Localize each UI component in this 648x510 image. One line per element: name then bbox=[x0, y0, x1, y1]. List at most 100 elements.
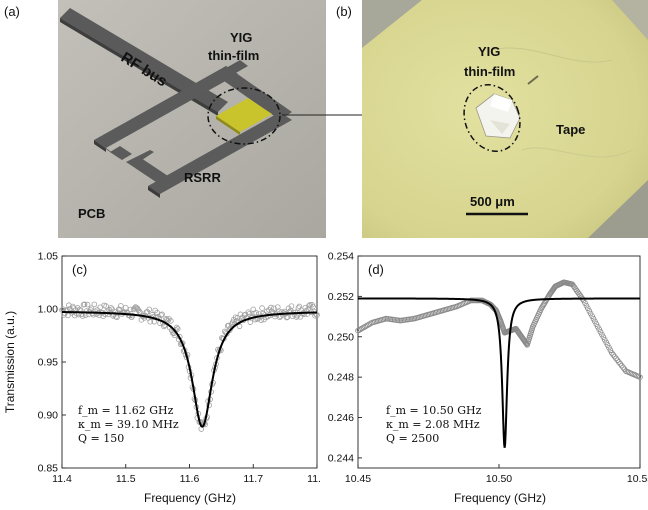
data-point bbox=[607, 347, 614, 354]
device-schematic: RF bus YIG thin-film RSRR PCB bbox=[58, 0, 326, 238]
fit-param-q-d: Q = 2500 bbox=[386, 432, 439, 445]
data-point bbox=[540, 302, 546, 309]
data-point bbox=[250, 306, 257, 313]
data-point bbox=[91, 301, 98, 308]
data-point bbox=[158, 312, 164, 318]
data-point bbox=[163, 316, 169, 322]
panel-d-letter: (d) bbox=[368, 262, 384, 277]
data-point bbox=[618, 362, 625, 369]
data-point bbox=[594, 323, 601, 330]
data-point bbox=[617, 361, 624, 367]
rf-bus-strip bbox=[60, 8, 228, 112]
data-point bbox=[614, 357, 621, 363]
data-point bbox=[620, 364, 626, 371]
fit-param-fm-d: f_m = 10.50 GHz bbox=[386, 404, 482, 417]
tape-label: Tape bbox=[556, 122, 585, 137]
panel-c-xlabel: Frequency (GHz) bbox=[144, 491, 236, 505]
data-point bbox=[589, 313, 595, 319]
y-tick-label: 0.252 bbox=[328, 291, 354, 303]
data-point bbox=[258, 317, 264, 323]
fit-param-kappa: κ_m = 39.10 MHz bbox=[78, 418, 179, 431]
data-point bbox=[587, 310, 594, 317]
data-point bbox=[523, 341, 530, 347]
data-point bbox=[146, 306, 153, 313]
data-point bbox=[604, 342, 611, 348]
data-point bbox=[541, 301, 547, 308]
data-point bbox=[288, 303, 295, 309]
x-tick-label: 11.5 bbox=[116, 473, 136, 485]
data-point bbox=[268, 304, 274, 311]
data-point bbox=[538, 305, 545, 312]
data-point bbox=[306, 302, 312, 309]
data-point bbox=[600, 334, 607, 340]
y-tick-label: 0.246 bbox=[328, 412, 354, 424]
rsrr-bottom-arm bbox=[148, 112, 292, 194]
data-point bbox=[161, 323, 167, 330]
data-point bbox=[603, 339, 609, 346]
data-point bbox=[583, 302, 590, 309]
data-point bbox=[307, 302, 313, 308]
data-point bbox=[637, 374, 643, 380]
data-point bbox=[259, 305, 265, 311]
micrograph-image: YIG thin-film Tape 500 μm bbox=[362, 0, 648, 238]
x-tick-label: 11.8 bbox=[307, 473, 320, 485]
yig-label-b-line2: thin-film bbox=[464, 64, 515, 79]
data-point bbox=[616, 359, 622, 365]
data-point bbox=[81, 301, 88, 308]
data-point bbox=[108, 305, 114, 311]
y-tick-label: 0.250 bbox=[328, 331, 354, 343]
data-point bbox=[118, 303, 124, 309]
scale-bar-label: 500 μm bbox=[470, 194, 515, 209]
yig-highlight-ellipse bbox=[207, 87, 281, 145]
data-point bbox=[599, 331, 605, 338]
data-point bbox=[596, 326, 602, 333]
y-tick-label: 0.244 bbox=[328, 452, 354, 464]
y-tick-label: 0.254 bbox=[328, 251, 354, 263]
data-point bbox=[606, 344, 612, 351]
yig-label-b-line1: YIG bbox=[478, 44, 500, 59]
panel-d-chart: 10.45 10.50 10.55 0.244 0.246 0.248 0.250 0.252… bbox=[328, 251, 648, 506]
fit-curve bbox=[61, 311, 318, 428]
data-point bbox=[159, 311, 165, 318]
data-point bbox=[592, 318, 598, 325]
panel-a-device-illustration: RF bus YIG thin-film RSRR PCB bbox=[58, 0, 326, 238]
yig-label-line1: YIG bbox=[230, 30, 252, 45]
data-point bbox=[84, 301, 91, 308]
data-point bbox=[174, 326, 181, 332]
data-point bbox=[173, 324, 180, 331]
yig-label-line2: thin-film bbox=[208, 48, 259, 63]
data-point bbox=[608, 350, 615, 356]
data-point bbox=[122, 304, 129, 311]
panel-c-letter: (c) bbox=[72, 262, 87, 277]
data-point bbox=[127, 306, 134, 313]
panel-a-letter: (a) bbox=[4, 4, 20, 19]
y-tick-label: 1.05 bbox=[38, 251, 59, 263]
fit-param-fm: f_m = 11.62 GHz bbox=[78, 404, 174, 417]
data-point bbox=[601, 336, 608, 343]
data-point bbox=[610, 351, 617, 358]
y-tick-label: 0.248 bbox=[328, 372, 354, 384]
yig-film bbox=[216, 98, 272, 132]
data-point bbox=[585, 305, 591, 312]
data-point bbox=[593, 321, 600, 327]
data-point bbox=[613, 355, 619, 362]
x-tick-label: 11.7 bbox=[243, 473, 263, 485]
data-point bbox=[136, 308, 143, 315]
x-tick-label: 11.4 bbox=[52, 473, 72, 485]
data-point bbox=[590, 315, 597, 322]
data-point bbox=[102, 311, 108, 318]
panel-c-chart: 11.4 11.5 11.6 11.7 11.8 0.85 0.90 0.95 1.00 1.05… bbox=[3, 251, 320, 506]
y-tick-label: 0.95 bbox=[38, 357, 59, 369]
panel-b-letter: (b) bbox=[336, 4, 352, 19]
data-point bbox=[293, 314, 300, 320]
data-point bbox=[271, 305, 277, 312]
pcb-label: PCB bbox=[78, 206, 105, 221]
data-point bbox=[582, 300, 588, 306]
data-point bbox=[274, 304, 281, 310]
data-point bbox=[539, 304, 545, 310]
fit-param-q: Q = 150 bbox=[78, 432, 124, 445]
rsrr-right-arm bbox=[214, 66, 292, 120]
data-point bbox=[66, 302, 72, 309]
panel-d-xlabel: Frequency (GHz) bbox=[454, 491, 546, 505]
x-tick-label: 11.6 bbox=[180, 473, 200, 485]
